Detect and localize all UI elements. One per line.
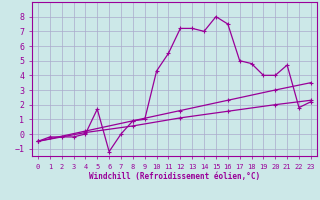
X-axis label: Windchill (Refroidissement éolien,°C): Windchill (Refroidissement éolien,°C) [89,172,260,181]
